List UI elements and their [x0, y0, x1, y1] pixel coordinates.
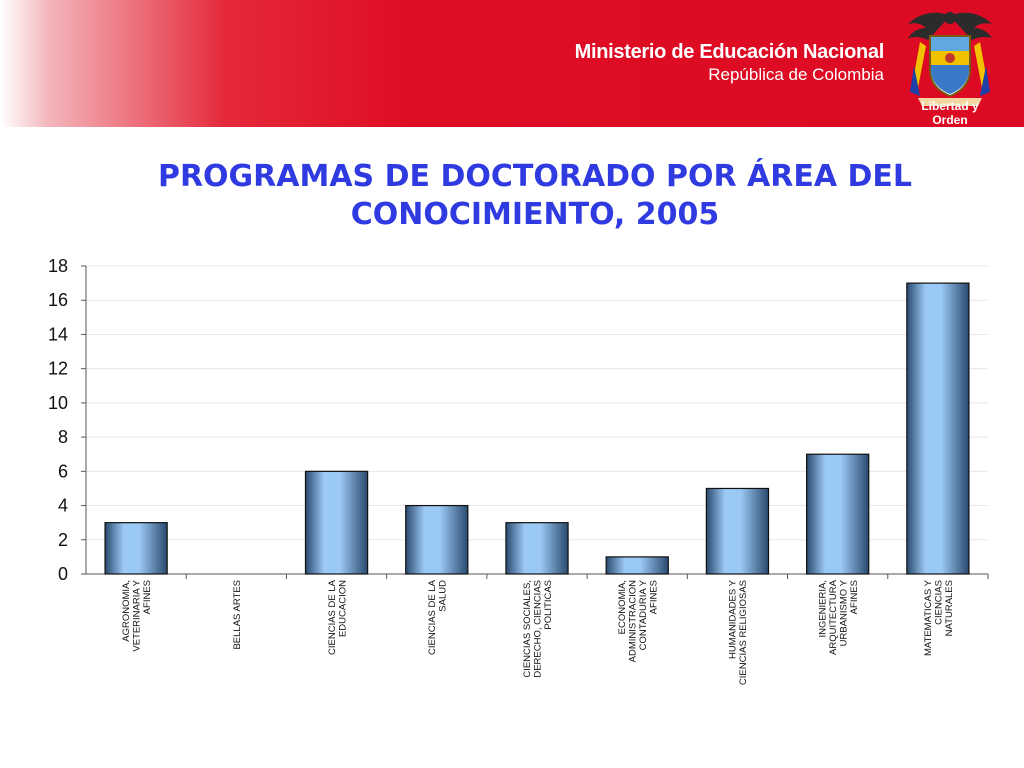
chart-title: PROGRAMAS DE DOCTORADO POR ÁREA DEL CONO…	[60, 158, 1010, 234]
coat-of-arms-icon	[908, 12, 992, 106]
x-category-label-line: AFINES	[849, 580, 860, 614]
ministry-block: Ministerio de Educación Nacional Repúbli…	[574, 40, 885, 86]
bar	[505, 522, 569, 575]
x-category-label: AGRONOMIA, VETERINARIA Y AFINES	[121, 579, 153, 651]
x-category-label-line: MATEMATICAS Y	[923, 579, 934, 656]
y-tick-label: 14	[48, 324, 68, 344]
x-category-label-line: CIENCIAS DE LA	[327, 579, 338, 655]
bars	[104, 282, 970, 575]
x-category-label-line: POLITICAS	[543, 580, 554, 630]
y-tick-label: 16	[48, 290, 68, 310]
x-category-label: HUMANIDADES Y CIENCIAS RELIGIOSAS	[728, 579, 750, 685]
x-category-label-line: CIENCIAS DE LA	[427, 579, 438, 655]
bar	[304, 470, 369, 575]
bar	[605, 556, 669, 575]
x-category-label: CIENCIAS DE LA EDUCACION	[327, 579, 349, 655]
chart-title-line-1: PROGRAMAS DE DOCTORADO POR ÁREA DEL	[157, 159, 913, 194]
bar	[405, 504, 469, 575]
x-category-label: MATEMATICAS Y CIENCIAS NATURALES	[923, 579, 955, 656]
x-category-label: INGENIERIA, ARQUITECTURA URBANISMO Y AFINES	[817, 579, 860, 655]
ministry-name: Ministerio de Educación Nacional	[574, 41, 885, 63]
x-category-label: ECONOMIA, ADMINISTRACION CONTADURIA Y AFINE…	[617, 579, 660, 662]
y-tick-label: 8	[58, 427, 68, 447]
country-name: República de Colombia	[708, 65, 884, 84]
bar	[104, 522, 168, 575]
x-category-label-line: ADMINISTRACION	[627, 580, 638, 662]
x-category-label-line: DERECHO, CIENCIAS	[533, 580, 544, 678]
bar	[705, 487, 770, 575]
chart-title-line-2: CONOCIMIENTO, 2005	[350, 197, 720, 232]
x-category-labels: AGRONOMIA, VETERINARIA Y AFINES BELLAS ARTE…	[121, 579, 955, 685]
y-tick-label: 12	[48, 359, 68, 379]
y-tick-label: 2	[58, 530, 68, 550]
x-category-label-line: HUMANIDADES Y	[728, 579, 739, 659]
bar	[805, 453, 870, 575]
x-category-label-line: SALUD	[438, 580, 449, 612]
y-tick-label: 4	[58, 496, 68, 516]
x-category-label-line: AFINES	[648, 580, 659, 614]
x-category-label-line: NATURALES	[944, 580, 955, 636]
x-category-label-line: ARQUITECTURA	[828, 579, 839, 655]
y-tick-label: 6	[58, 461, 68, 481]
bar	[906, 282, 970, 575]
x-category-label-line: CIENCIAS RELIGIOSAS	[738, 580, 749, 685]
x-category-label-line: AFINES	[142, 580, 153, 614]
x-category-label-line: EDUCACION	[337, 580, 348, 637]
motto-text: Libertad y Orden	[921, 99, 979, 127]
y-tick-label: 0	[58, 564, 68, 584]
x-category-label: CIENCIAS DE LA SALUD	[427, 579, 449, 655]
x-category-label-line: CIENCIAS	[933, 580, 944, 625]
y-tick-labels: 0 2 4 6 8 10 12 14 16 18	[48, 256, 68, 584]
header-banner: Ministerio de Educación Nacional Repúbli…	[0, 0, 1024, 127]
x-category-label-line: ECONOMIA,	[617, 580, 628, 634]
y-tick-label: 10	[48, 393, 68, 413]
x-category-label-line: CONTADURIA Y	[638, 579, 649, 650]
x-category-label-line: AGRONOMIA,	[121, 580, 132, 642]
x-category-label-line: CIENCIAS SOCIALES,	[522, 580, 533, 678]
x-category-label-line: VETERINARIA Y	[132, 579, 143, 651]
x-category-label-line: URBANISMO Y	[838, 579, 849, 646]
x-category-label: CIENCIAS SOCIALES, DERECHO, CIENCIAS POLIT…	[522, 580, 554, 678]
x-category-label-line: BELLAS ARTES	[232, 580, 243, 650]
x-category-label-line: INGENIERIA,	[817, 580, 828, 638]
y-tick-label: 18	[48, 256, 68, 276]
x-category-label: BELLAS ARTES	[232, 580, 243, 650]
